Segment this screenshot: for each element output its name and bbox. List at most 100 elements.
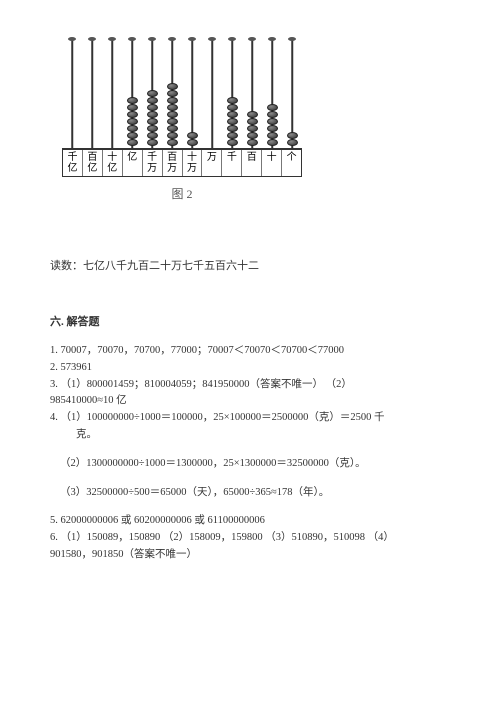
bead	[227, 97, 238, 104]
place-value-label: 十万	[183, 150, 203, 176]
bead-stack	[247, 111, 258, 146]
place-value-label: 千	[222, 150, 242, 176]
bead	[147, 139, 158, 146]
bead	[147, 90, 158, 97]
rod-top-cap	[148, 37, 156, 41]
bead-stack	[267, 104, 278, 146]
abacus-rod	[162, 35, 182, 148]
bead	[227, 132, 238, 139]
place-value-label: 亿	[123, 150, 143, 176]
bead	[227, 139, 238, 146]
abacus-rod	[82, 35, 102, 148]
abacus-rod	[202, 35, 222, 148]
bead	[187, 139, 198, 146]
read-number-line: 读数：七亿八千九百二十万七千五百六十二	[50, 257, 450, 273]
rod-top-cap	[228, 37, 236, 41]
bead	[147, 118, 158, 125]
bead	[127, 111, 138, 118]
bead	[127, 125, 138, 132]
bead	[127, 118, 138, 125]
bead	[167, 104, 178, 111]
bead-stack	[167, 83, 178, 146]
bead	[267, 111, 278, 118]
place-value-label: 百	[242, 150, 262, 176]
bead	[287, 139, 298, 146]
answer-6a: 6. （1）150089，150890 （2）158009，159800 （3）…	[50, 530, 450, 547]
rod-top-cap	[88, 37, 96, 41]
bead	[167, 111, 178, 118]
abacus-frame	[62, 35, 302, 150]
bead-stack	[287, 132, 298, 146]
bead	[227, 125, 238, 132]
abacus-labels-row: 千亿百亿十亿亿千万百万十万万千百十个	[62, 150, 302, 177]
rod-top-cap	[128, 37, 136, 41]
bead	[167, 139, 178, 146]
answer-6b: 901580，901850（答案不唯一）	[50, 547, 450, 564]
bead	[227, 111, 238, 118]
bead	[267, 104, 278, 111]
bead	[127, 139, 138, 146]
abacus-rod	[282, 35, 302, 148]
abacus-rod	[142, 35, 162, 148]
abacus-rod	[182, 35, 202, 148]
bead	[127, 132, 138, 139]
bead-stack	[187, 132, 198, 146]
bead	[247, 125, 258, 132]
bead	[227, 104, 238, 111]
answer-1: 1. 70007，70070，70700，77000；70007＜70070＜7…	[50, 343, 450, 360]
rod-line	[71, 40, 73, 148]
bead	[167, 83, 178, 90]
rod-top-cap	[248, 37, 256, 41]
bead	[167, 118, 178, 125]
rod-top-cap	[288, 37, 296, 41]
section-title: 六. 解答题	[50, 313, 450, 329]
abacus-rod	[62, 35, 82, 148]
answer-4c: （2）1300000000÷1000＝1300000，25×1300000＝32…	[50, 456, 450, 473]
read-number-prefix: 读数：	[50, 260, 83, 272]
answer-2: 2. 573961	[50, 360, 450, 377]
place-value-label: 百亿	[83, 150, 103, 176]
place-value-label: 百万	[163, 150, 183, 176]
rod-top-cap	[168, 37, 176, 41]
abacus-rod	[242, 35, 262, 148]
bead	[147, 125, 158, 132]
bead	[267, 118, 278, 125]
bead	[267, 125, 278, 132]
bead	[267, 132, 278, 139]
answers-block: 1. 70007，70070，70700，77000；70007＜70070＜7…	[50, 343, 450, 564]
bead	[147, 132, 158, 139]
rod-top-cap	[208, 37, 216, 41]
bead	[167, 132, 178, 139]
abacus-figure: 千亿百亿十亿亿千万百万十万万千百十个 图 2	[62, 35, 450, 202]
abacus-rod	[262, 35, 282, 148]
answer-4a: 4. （1）100000000÷1000＝100000，25×100000＝25…	[50, 410, 450, 427]
rod-top-cap	[188, 37, 196, 41]
bead-stack	[227, 97, 238, 146]
bead	[267, 139, 278, 146]
bead	[167, 125, 178, 132]
place-value-label: 千亿	[63, 150, 83, 176]
place-value-label: 十	[262, 150, 282, 176]
read-number-text: 七亿八千九百二十万七千五百六十二	[83, 260, 259, 272]
answer-4b: 克。	[50, 427, 450, 444]
bead	[167, 90, 178, 97]
rod-line	[91, 40, 93, 148]
answer-3a: 3. （1）800001459；810004059；841950000（答案不唯…	[50, 377, 450, 394]
answer-3b: 985410000≈10 亿	[50, 393, 450, 410]
bead-stack	[127, 97, 138, 146]
bead	[287, 132, 298, 139]
bead	[187, 132, 198, 139]
figure-caption: 图 2	[62, 185, 302, 202]
bead-stack	[147, 90, 158, 146]
place-value-label: 十亿	[103, 150, 123, 176]
bead	[147, 97, 158, 104]
bead	[247, 132, 258, 139]
answer-5: 5. 62000000006 或 60200000006 或 611000000…	[50, 513, 450, 530]
answer-4d: （3）32500000÷500＝65000（天），65000÷365≈178（年…	[50, 485, 450, 502]
abacus-rod	[102, 35, 122, 148]
bead	[247, 111, 258, 118]
bead	[227, 118, 238, 125]
place-value-label: 个	[282, 150, 301, 176]
place-value-label: 千万	[143, 150, 163, 176]
bead	[127, 104, 138, 111]
